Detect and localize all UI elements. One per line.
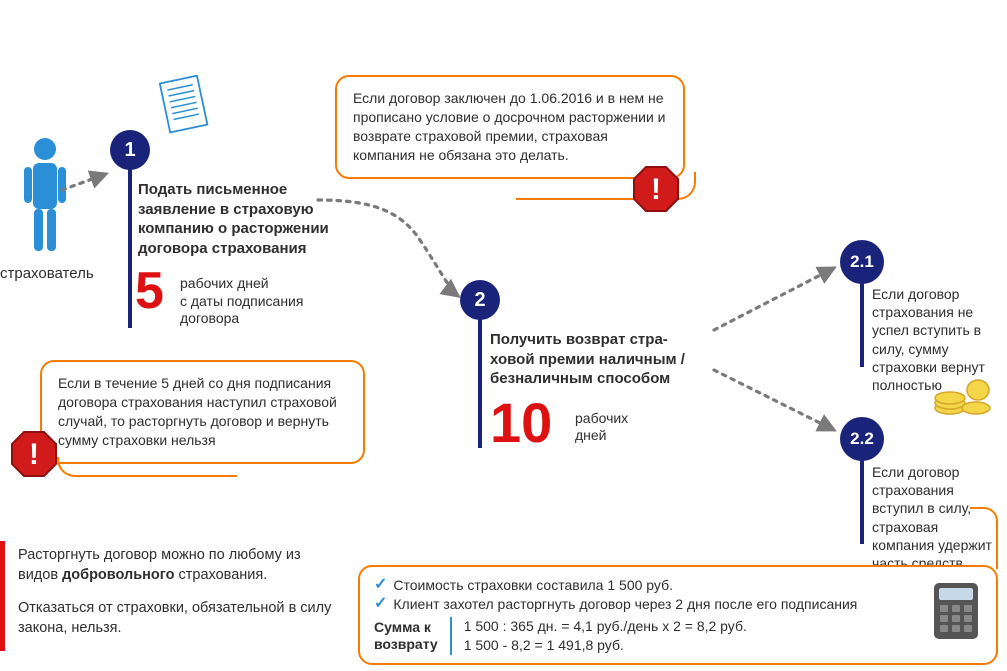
calc-formula-1: 1 500 : 365 дн. = 4,1 руб./день х 2 = 8,… <box>464 617 747 636</box>
arrow-2-to-22 <box>714 370 834 430</box>
calc-separator <box>450 617 452 655</box>
step-21-bar <box>860 282 864 367</box>
step-2-bar <box>478 318 482 448</box>
check-icon: ✓ <box>374 596 387 612</box>
step-2-number: 10 <box>490 395 552 451</box>
calc-box-tail <box>970 507 998 569</box>
calc-formula-2: 1 500 - 8,2 = 1 491,8 руб. <box>464 636 747 655</box>
calc-box: ✓ Стоимость страховки составила 1 500 руб… <box>358 565 998 665</box>
warning-icon-1: ! <box>632 165 680 213</box>
step-1-bar <box>128 168 132 328</box>
warning-icon-2: ! <box>10 430 58 478</box>
bottom-left-text: Расторгнуть договор можно по любому из в… <box>18 545 338 650</box>
coins-icon <box>932 378 996 423</box>
step-1-number: 5 <box>135 265 164 317</box>
bl-p1b: добровольного <box>62 567 174 583</box>
arrow-2-to-21 <box>714 268 834 330</box>
callout-top: Если договор заключен до 1.06.2016 и в н… <box>335 75 685 179</box>
bottom-left-bar <box>0 541 5 651</box>
step-1-days: рабочих дней с даты подписания договора <box>180 275 303 328</box>
step-2-title: Получить возврат стра- ховой премии нали… <box>490 330 720 389</box>
svg-text:!: ! <box>651 173 661 206</box>
arrow-person-to-1 <box>62 174 106 190</box>
step-21-circle: 2.1 <box>840 240 884 284</box>
callout-left: Если в течение 5 дней со дня подписания … <box>40 360 365 464</box>
step-2-days: рабочих дней <box>575 410 628 444</box>
check-icon: ✓ <box>374 577 387 593</box>
calculator-icon <box>932 581 980 644</box>
calc-line2: Клиент захотел расторгнуть договор через… <box>393 596 857 612</box>
step-22-circle: 2.2 <box>840 417 884 461</box>
step-1-title: Подать письменное заявление в страховую … <box>138 180 348 258</box>
svg-text:!: ! <box>29 438 39 471</box>
bl-p1c: страхования. <box>174 567 267 583</box>
step-22-bar <box>860 459 864 544</box>
calc-line1: Стоимость страховки составила 1 500 руб. <box>393 577 673 593</box>
step-2-circle: 2 <box>460 280 500 320</box>
calc-label: Сумма к возврату <box>374 619 438 653</box>
callout-left-tail <box>57 457 237 477</box>
step-1-circle: 1 <box>110 130 150 170</box>
bl-p2: Отказаться от страховки, обязательной в … <box>18 598 338 639</box>
